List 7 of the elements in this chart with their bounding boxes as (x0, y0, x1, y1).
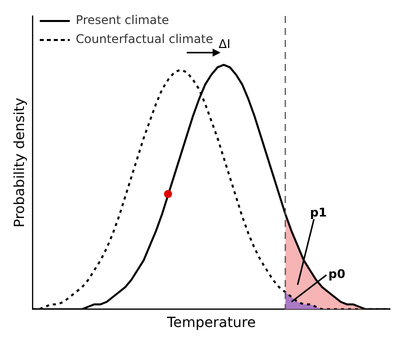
legend-label: Counterfactual climate (76, 32, 214, 46)
text: ΔI (218, 36, 230, 51)
y-axis-title: Probability density (12, 98, 28, 228)
annotation: p1 (310, 205, 327, 220)
x-axis-title: Temperature (166, 315, 256, 332)
annotation: p0 (328, 267, 346, 282)
legend-label: Present climate (76, 13, 170, 28)
